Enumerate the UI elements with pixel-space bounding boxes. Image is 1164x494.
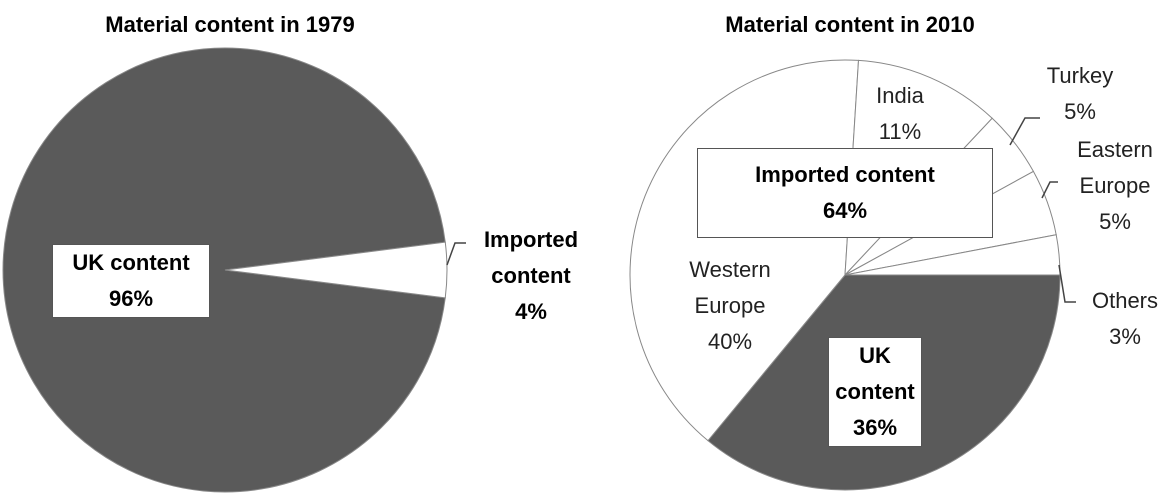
leader-line xyxy=(1041,181,1058,199)
slice-category: Others xyxy=(1091,288,1159,313)
slice-category: India xyxy=(876,83,924,108)
slice-value: 96% xyxy=(108,286,154,311)
slice-category: UK content xyxy=(835,343,915,404)
slice-label: Imported content 4% xyxy=(466,222,596,330)
slice-value: 11% xyxy=(878,119,922,144)
slice-label: India 11% xyxy=(860,78,940,150)
slice-value: 4% xyxy=(515,299,547,324)
slice-label: Eastern Europe 5% xyxy=(1070,132,1160,240)
slice-category: UK content xyxy=(72,250,190,275)
slice-category: Turkey xyxy=(1046,63,1114,88)
annotation-value: 64% xyxy=(822,198,868,223)
leader-lines xyxy=(446,117,1076,303)
leader-line xyxy=(1058,264,1076,303)
slice-value: 40% xyxy=(707,329,753,354)
annotation: Imported content 64% xyxy=(697,148,993,238)
slice-label: Western Europe 40% xyxy=(660,252,800,360)
leader-line xyxy=(1009,117,1040,146)
slice-value: 5% xyxy=(1099,209,1131,234)
pie xyxy=(2,47,448,493)
chart-title: Material content in 2010 xyxy=(725,12,975,37)
slice-label: UK content 36% xyxy=(828,337,922,447)
slice-label: UK content 96% xyxy=(52,244,210,318)
leader-line xyxy=(446,242,466,266)
pie-slice xyxy=(2,47,446,493)
slice-category: Eastern Europe xyxy=(1077,137,1153,198)
chart-title: Material content in 1979 xyxy=(105,12,355,37)
slice-value: 3% xyxy=(1109,324,1141,349)
slice-value: 5% xyxy=(1064,99,1096,124)
annotation-text: Imported content xyxy=(755,162,935,187)
slice-label: Others 3% xyxy=(1085,283,1164,355)
slice-category: Imported content xyxy=(483,227,579,288)
pie-slice xyxy=(224,241,448,299)
slice-category: Western Europe xyxy=(689,257,771,318)
slice-value: 36% xyxy=(852,415,898,440)
slice-label: Turkey 5% xyxy=(1030,58,1130,130)
